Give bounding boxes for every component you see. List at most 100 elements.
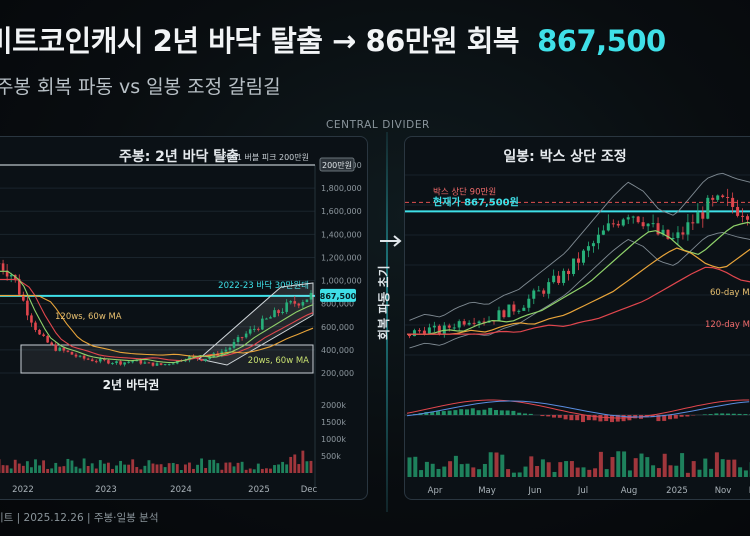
volume-tick-label: 1000k <box>321 435 346 444</box>
volume-bar <box>517 472 522 477</box>
candle-body <box>716 195 720 200</box>
rising-channel <box>197 282 314 366</box>
candle-body <box>115 361 118 364</box>
macd-bar <box>731 413 736 415</box>
volume-bar <box>252 469 256 473</box>
macd-bar <box>488 407 493 415</box>
candle-body <box>103 358 106 361</box>
x-tick-label: 2024 <box>170 485 192 495</box>
volume-bar <box>94 468 98 473</box>
volume-bar <box>175 464 179 473</box>
candle-body <box>17 279 21 295</box>
volume-bar <box>139 469 143 473</box>
candle-body <box>30 315 33 323</box>
divider-arrow-label: 회복 파동 초기 <box>376 265 391 340</box>
volume-bar <box>78 468 82 473</box>
macd-bar <box>662 415 667 421</box>
candle-body <box>502 310 506 318</box>
candle-body <box>86 358 90 360</box>
volume-bar <box>726 459 731 477</box>
candle-body <box>562 270 566 283</box>
macd-bar <box>517 412 522 415</box>
ma-line-orange <box>0 295 314 358</box>
candle-body <box>596 234 600 244</box>
macd-bar <box>465 409 469 415</box>
macd-bar <box>569 415 574 421</box>
volume-bar <box>151 463 155 473</box>
signal-line <box>406 400 750 418</box>
volume-bar <box>293 454 297 473</box>
volume-bar <box>436 468 441 477</box>
candle-body <box>46 336 49 343</box>
x-tick-label: 2023 <box>95 485 117 495</box>
candle-body <box>547 282 551 294</box>
candle-body <box>309 292 313 300</box>
volume-bar <box>714 452 719 477</box>
volume-bar <box>604 469 609 477</box>
macd-line <box>406 399 750 419</box>
x-tick-label: 2022 <box>12 485 34 495</box>
volume-bar <box>183 464 187 473</box>
x-tick-label: May <box>478 486 496 496</box>
macd-bar <box>441 411 446 415</box>
x-tick-label: Jul <box>577 486 588 496</box>
y-tick-label: 1,800,000 <box>321 184 362 193</box>
volume-bar <box>260 468 264 473</box>
volume-bar <box>54 462 58 473</box>
candle-body <box>167 364 171 366</box>
candle-body <box>731 197 735 207</box>
candle-body <box>289 301 293 303</box>
candle-body <box>477 321 481 324</box>
volume-bar <box>738 467 743 477</box>
volume-bar <box>127 464 131 473</box>
weekly-chart: 주봉: 2년 바닥 탈출 2,000,0001,800,0001,600,000… <box>0 148 362 495</box>
volume-bar <box>25 461 29 473</box>
y-tick-label: 200,000 <box>321 369 354 378</box>
macd-bar <box>610 415 614 423</box>
volume-bar <box>482 463 487 477</box>
macd-bar <box>552 415 556 418</box>
ma-label-120: 120ws, 60w MA <box>55 312 122 322</box>
candle-body <box>412 330 416 337</box>
volume-bar <box>529 456 534 477</box>
candle-body <box>686 222 690 235</box>
candle-body <box>417 330 421 332</box>
candle-body <box>532 290 536 299</box>
volume-bar <box>523 466 528 477</box>
candle-body <box>42 334 45 337</box>
volume-bar <box>115 465 118 473</box>
volume-bar <box>13 459 17 473</box>
candle-body <box>281 311 284 314</box>
volume-bar <box>500 454 505 477</box>
volume-bar <box>301 450 305 473</box>
volume-bar <box>30 467 33 473</box>
candle-body <box>58 347 62 351</box>
candle-body <box>691 222 695 224</box>
candle-body <box>701 212 705 219</box>
macd-bar <box>575 415 580 421</box>
volume-bar <box>289 456 293 473</box>
candle-body <box>517 310 521 312</box>
candle-body <box>666 229 670 239</box>
volume-bar <box>448 461 453 477</box>
macd-bar <box>499 410 504 415</box>
candle-body <box>482 321 486 323</box>
volume-bar <box>106 462 110 473</box>
volume-bar <box>285 464 289 473</box>
price-tag <box>320 288 356 302</box>
volume-tick-label: 500k <box>321 452 341 461</box>
macd-bar <box>743 414 748 415</box>
volume-bar <box>685 472 690 477</box>
macd-bar <box>470 408 475 415</box>
bollinger-lower <box>409 232 750 349</box>
candle-body <box>66 350 70 352</box>
y-tick-label: 1,600,000 <box>321 207 362 216</box>
volume-bar <box>662 453 667 477</box>
volume-bar <box>453 455 458 477</box>
candle-body <box>54 344 58 351</box>
volume-bar <box>697 469 702 477</box>
weekly-chart-title: 주봉: 2년 바닥 탈출 <box>119 148 239 165</box>
candle-body <box>26 300 29 316</box>
central-divider-line <box>386 132 388 512</box>
volume-bar <box>546 462 551 477</box>
